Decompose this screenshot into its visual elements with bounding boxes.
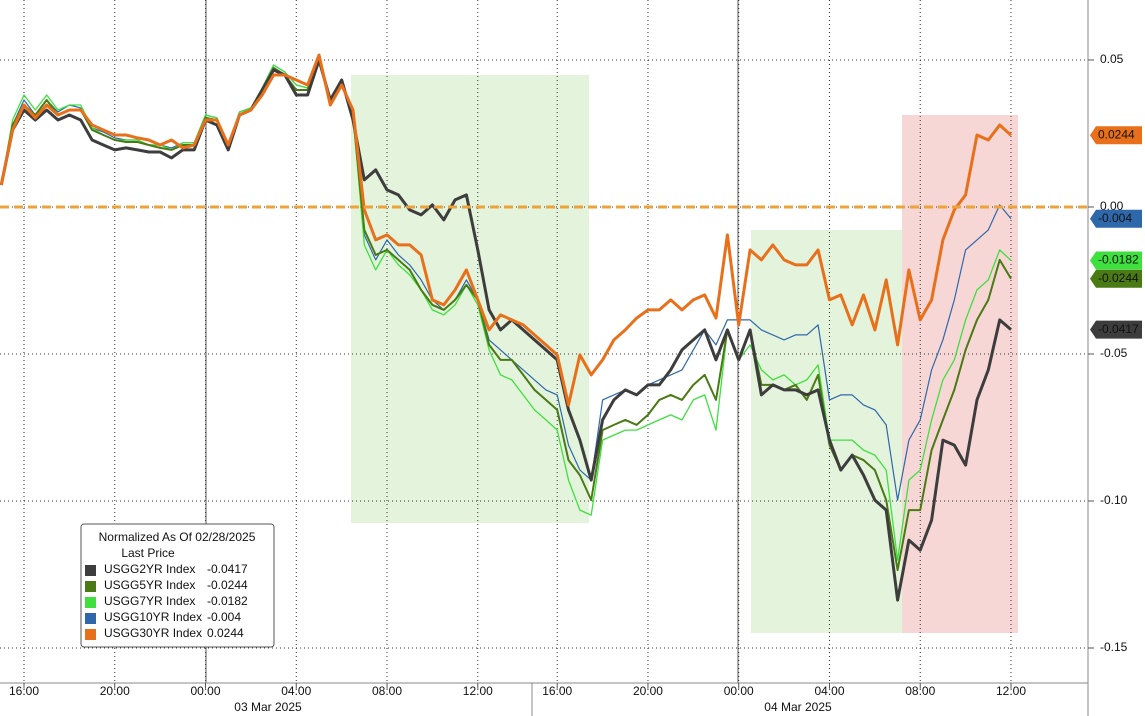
last-value-tag — [1090, 126, 1142, 145]
legend-title: Normalized As Of 02/28/2025 — [99, 530, 256, 544]
legend: Normalized As Of 02/28/2025 Last Price U… — [80, 523, 275, 648]
x-tick-label: 12:00 — [996, 684, 1026, 698]
legend-value: -0.0417 — [207, 562, 248, 576]
legend-label: USGG30YR Index — [104, 626, 202, 640]
legend-swatch — [85, 581, 96, 592]
legend-label: USGG10YR Index — [104, 610, 202, 624]
series-line — [0, 53, 1013, 407]
legend-value: 0.0244 — [207, 626, 244, 640]
grid — [0, 0, 1088, 683]
y-tick-label: -0.05 — [1100, 346, 1128, 360]
y-tick-label: 0.00 — [1100, 199, 1124, 213]
legend-label: USGG2YR Index — [104, 562, 195, 576]
highlight-zone — [902, 115, 1018, 633]
date-label: 03 Mar 2025 — [234, 700, 302, 714]
legend-value: -0.004 — [207, 610, 241, 624]
legend-swatch — [85, 597, 96, 608]
last-value-label: -0.0417 — [1098, 322, 1139, 336]
x-tick-label: 08:00 — [372, 684, 402, 698]
last-value-label: -0.0244 — [1098, 271, 1139, 285]
y-tick-label: -0.15 — [1100, 640, 1128, 654]
legend-value: -0.0244 — [207, 578, 248, 592]
last-value-tag — [1090, 209, 1142, 228]
legend-subtitle: Last Price — [121, 546, 175, 560]
legend-label: USGG5YR Index — [104, 578, 195, 592]
series-line — [0, 58, 1012, 602]
series-line — [0, 57, 1012, 501]
x-tick-label: 08:00 — [905, 684, 935, 698]
last-value-tag — [1090, 269, 1142, 288]
x-tick-label: 00:00 — [724, 684, 754, 698]
x-tick-label: 16:00 — [9, 684, 39, 698]
legend-swatch — [85, 613, 96, 624]
x-tick-label: 04:00 — [281, 684, 311, 698]
y-tick-label: -0.10 — [1100, 493, 1128, 507]
date-label: 04 Mar 2025 — [764, 700, 832, 714]
last-value-tag — [1090, 251, 1142, 270]
legend-swatch — [85, 565, 96, 576]
last-value-label: -0.004 — [1098, 211, 1132, 225]
y-tick-label: 0.05 — [1100, 52, 1124, 66]
last-value-tag — [1090, 320, 1142, 339]
x-tick-label: 20:00 — [100, 684, 130, 698]
highlight-zone — [351, 75, 589, 523]
legend-label: USGG7YR Index — [104, 594, 195, 608]
x-tick-label: 12:00 — [463, 684, 493, 698]
legend-swatch — [85, 629, 96, 640]
x-tick-label: 04:00 — [814, 684, 844, 698]
x-tick-label: 16:00 — [542, 684, 572, 698]
x-tick-label: 00:00 — [190, 684, 220, 698]
legend-value: -0.0182 — [207, 594, 248, 608]
lines — [0, 53, 1013, 602]
last-value-label: 0.0244 — [1098, 127, 1135, 141]
legend-box — [80, 523, 275, 648]
x-tick-label: 20:00 — [633, 684, 663, 698]
last-value-label: -0.0182 — [1098, 253, 1139, 267]
